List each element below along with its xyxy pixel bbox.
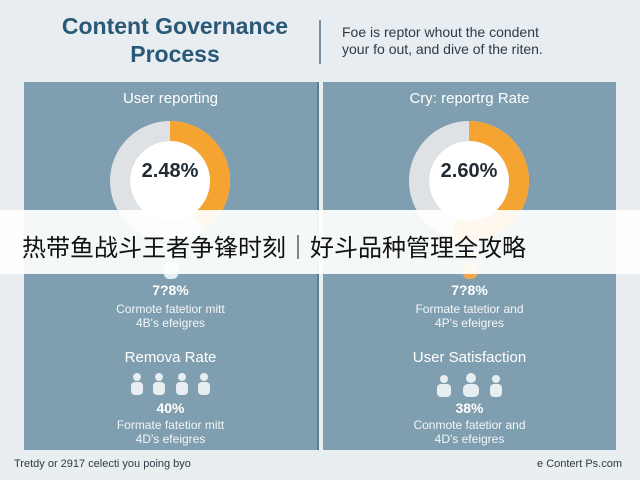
subtitle-line-2: your fo out, and dive of the riten.: [342, 41, 543, 57]
stat-value: 7?8%: [451, 282, 488, 298]
bottom-desc-line-1: Formate fatetior mitt: [116, 418, 225, 432]
person-icon: [153, 373, 166, 395]
bottom-desc-line-2: 4D's efeigres: [434, 432, 505, 446]
bottom-title: User Satisfaction: [412, 349, 527, 366]
person-icon: [198, 373, 211, 395]
stat-description: Formate tatetior and 4P's efeigres: [323, 302, 616, 330]
stat-desc-line-1: Cormote fatetior mitt: [116, 302, 225, 316]
bottom-title: Remova Rate: [124, 349, 217, 366]
title-line-2: Process: [130, 41, 220, 67]
person-icon: [437, 375, 452, 397]
header-divider: [319, 20, 321, 64]
person-icon: [489, 375, 502, 397]
donut-hole: [429, 141, 509, 221]
donut-hole: [130, 141, 210, 221]
bottom-description: Formate fatetior mitt 4D's efeigres: [24, 418, 317, 446]
subtitle: Foe is reptor whout the condent your fo …: [342, 24, 622, 58]
bottom-description: Conmote fatetior and 4D's efeigres: [323, 418, 616, 446]
donut-value: 2.48%: [141, 160, 199, 182]
overlay-banner: 热带鱼战斗王者争锋时刻｜好斗品种管理全攻略: [0, 210, 640, 274]
person-icon: [462, 373, 479, 397]
bottom-desc-line-1: Conmote fatetior and: [413, 418, 526, 432]
donut-title: Cry: reportrg Rate: [409, 90, 530, 107]
stat-desc-line-2: 4P's efeigres: [435, 316, 504, 330]
stat-desc-line-2: 4B's efeigres: [136, 316, 205, 330]
page-title: Content Governance Process: [30, 12, 320, 68]
stat-desc-line-1: Formate tatetior and: [415, 302, 524, 316]
people-group: [24, 372, 317, 401]
footer-left-text: Tretdy or 2917 celecti you poing byo: [14, 458, 191, 470]
person-icon: [175, 373, 188, 395]
title-line-1: Content Governance: [61, 13, 289, 39]
person-icon: [130, 373, 143, 395]
people-group: [323, 372, 616, 403]
donut-value: 2.60%: [440, 160, 498, 182]
header: Content Governance Process Foe is reptor…: [0, 0, 640, 78]
bottom-value: 40%: [156, 400, 185, 416]
subtitle-line-1: Foe is reptor whout the condent: [342, 24, 539, 40]
bottom-desc-line-2: 4D's efeigres: [135, 432, 206, 446]
donut-arc: [110, 121, 230, 241]
footer-right-text: e Contert Ps.com: [537, 458, 622, 470]
bottom-value: 38%: [455, 400, 484, 416]
banner-text: 热带鱼战斗王者争锋时刻｜好斗品种管理全攻略: [22, 234, 526, 262]
stat-value: 7?8%: [152, 282, 189, 298]
donut-title: User reporting: [122, 90, 219, 107]
stat-description: Cormote fatetior mitt 4B's efeigres: [24, 302, 317, 330]
